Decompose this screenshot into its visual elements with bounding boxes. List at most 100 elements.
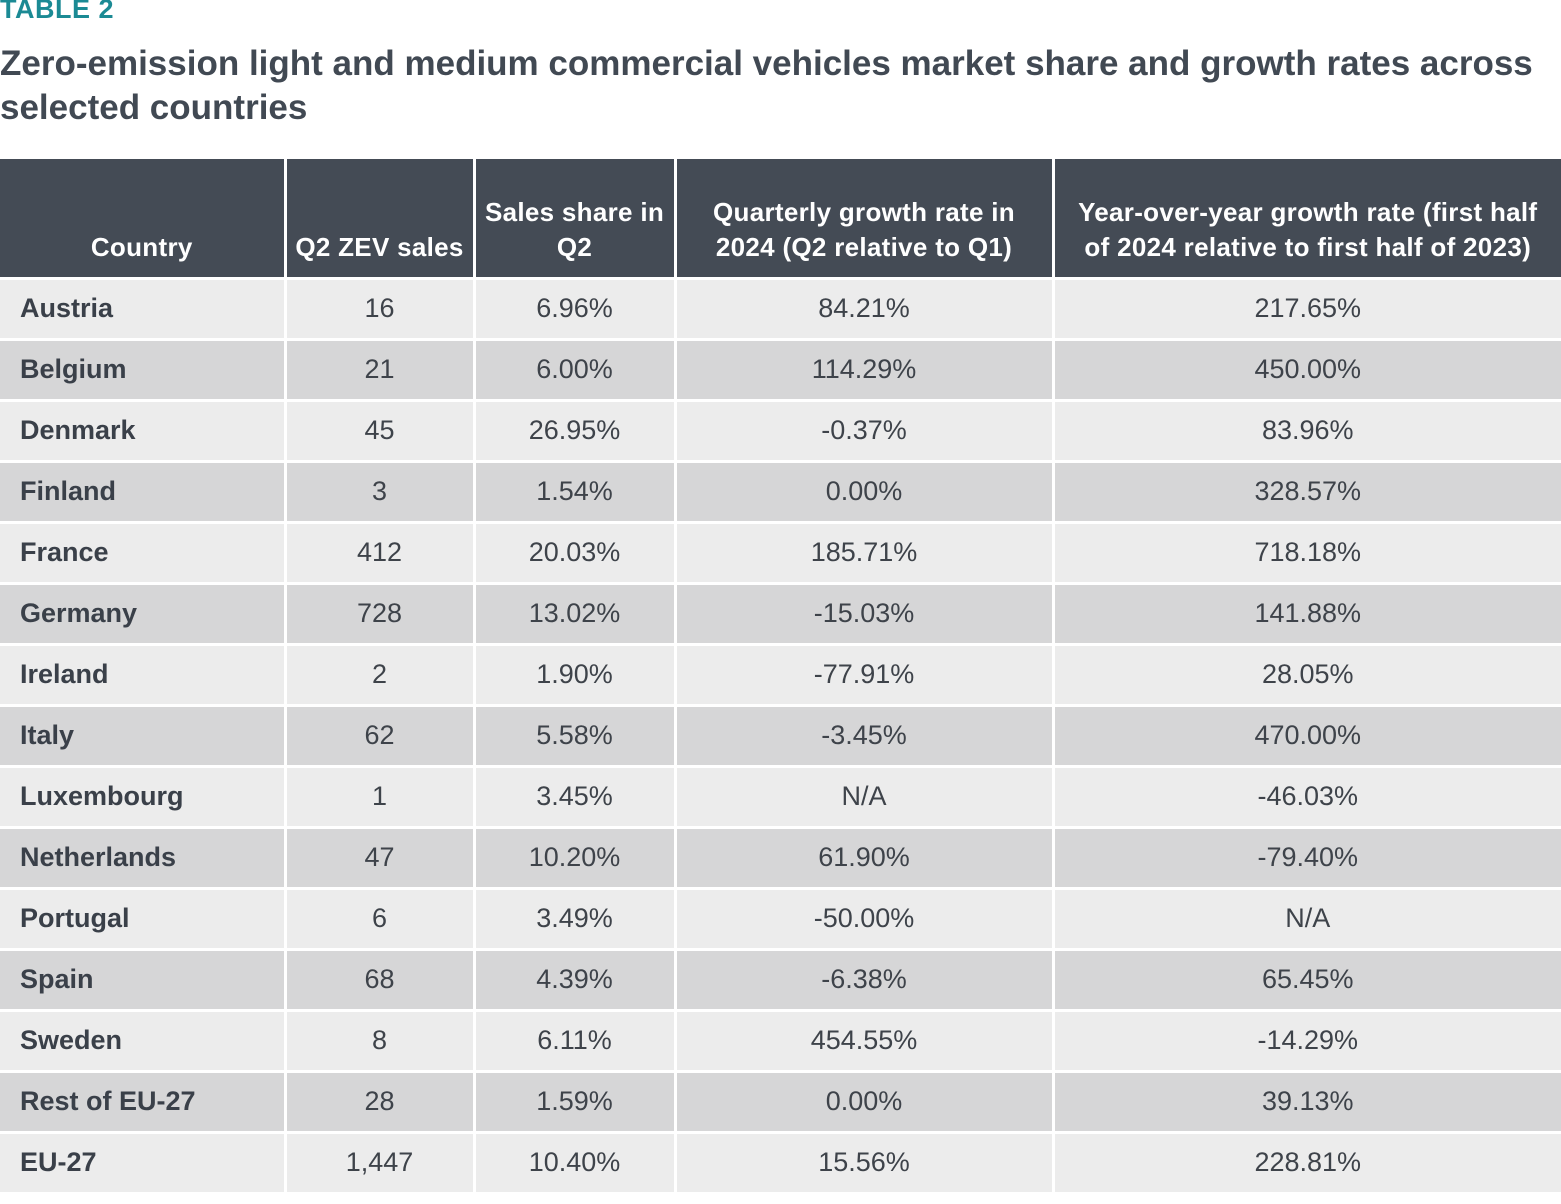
- sales-share-cell: 10.20%: [474, 827, 677, 890]
- table-row: Germany 728 13.02% -15.03% 141.88%: [0, 583, 1561, 646]
- yoy-growth-cell: 228.81%: [1053, 1132, 1561, 1195]
- table-row: France 412 20.03% 185.71% 718.18%: [0, 522, 1561, 585]
- q2-zev-sales-cell: 3: [285, 461, 476, 524]
- yoy-growth-cell: 718.18%: [1053, 522, 1561, 585]
- quarterly-growth-cell: -50.00%: [675, 888, 1055, 951]
- yoy-growth-cell: -46.03%: [1053, 766, 1561, 829]
- country-cell: Belgium: [0, 339, 287, 402]
- yoy-growth-cell: 470.00%: [1053, 705, 1561, 768]
- yoy-growth-cell: 39.13%: [1053, 1071, 1561, 1134]
- header-quarterly-growth: Quarterly growth rate in 2024 (Q2 relati…: [675, 159, 1055, 280]
- quarterly-growth-cell: 0.00%: [675, 461, 1055, 524]
- data-table: Country Q2 ZEV sales Sales share in Q2 Q…: [0, 159, 1561, 1195]
- country-cell: Italy: [0, 705, 287, 768]
- quarterly-growth-cell: 15.56%: [675, 1132, 1055, 1195]
- yoy-growth-cell: 328.57%: [1053, 461, 1561, 524]
- yoy-growth-cell: 28.05%: [1053, 644, 1561, 707]
- q2-zev-sales-cell: 6: [285, 888, 476, 951]
- sales-share-cell: 20.03%: [474, 522, 677, 585]
- quarterly-growth-cell: N/A: [675, 766, 1055, 829]
- yoy-growth-cell: 217.65%: [1053, 278, 1561, 341]
- header-sales-share: Sales share in Q2: [474, 159, 677, 280]
- quarterly-growth-cell: 114.29%: [675, 339, 1055, 402]
- quarterly-growth-cell: -77.91%: [675, 644, 1055, 707]
- quarterly-growth-cell: -6.38%: [675, 949, 1055, 1012]
- country-cell: EU-27: [0, 1132, 287, 1195]
- q2-zev-sales-cell: 62: [285, 705, 476, 768]
- quarterly-growth-cell: -0.37%: [675, 400, 1055, 463]
- q2-zev-sales-cell: 728: [285, 583, 476, 646]
- table-row: Rest of EU-27 28 1.59% 0.00% 39.13%: [0, 1071, 1561, 1134]
- country-cell: Spain: [0, 949, 287, 1012]
- yoy-growth-cell: 450.00%: [1053, 339, 1561, 402]
- country-cell: France: [0, 522, 287, 585]
- country-cell: Germany: [0, 583, 287, 646]
- table-row: EU-27 1,447 10.40% 15.56% 228.81%: [0, 1132, 1561, 1195]
- yoy-growth-cell: 141.88%: [1053, 583, 1561, 646]
- quarterly-growth-cell: 454.55%: [675, 1010, 1055, 1073]
- sales-share-cell: 1.59%: [474, 1071, 677, 1134]
- table-label: TABLE 2: [0, 0, 115, 24]
- country-cell: Finland: [0, 461, 287, 524]
- sales-share-cell: 3.49%: [474, 888, 677, 951]
- quarterly-growth-cell: 185.71%: [675, 522, 1055, 585]
- sales-share-cell: 5.58%: [474, 705, 677, 768]
- yoy-growth-cell: -14.29%: [1053, 1010, 1561, 1073]
- quarterly-growth-cell: -15.03%: [675, 583, 1055, 646]
- q2-zev-sales-cell: 412: [285, 522, 476, 585]
- header-country: Country: [0, 159, 287, 280]
- sales-share-cell: 1.54%: [474, 461, 677, 524]
- table-row: Belgium 21 6.00% 114.29% 450.00%: [0, 339, 1561, 402]
- table-title: Zero-emission light and medium commercia…: [0, 44, 1533, 127]
- header-row: Country Q2 ZEV sales Sales share in Q2 Q…: [0, 159, 1561, 280]
- sales-share-cell: 4.39%: [474, 949, 677, 1012]
- country-cell: Denmark: [0, 400, 287, 463]
- yoy-growth-cell: 65.45%: [1053, 949, 1561, 1012]
- sales-share-cell: 26.95%: [474, 400, 677, 463]
- q2-zev-sales-cell: 47: [285, 827, 476, 890]
- table-row: Italy 62 5.58% -3.45% 470.00%: [0, 705, 1561, 768]
- table-row: Finland 3 1.54% 0.00% 328.57%: [0, 461, 1561, 524]
- table-row: Portugal 6 3.49% -50.00% N/A: [0, 888, 1561, 951]
- q2-zev-sales-cell: 1,447: [285, 1132, 476, 1195]
- country-cell: Netherlands: [0, 827, 287, 890]
- country-cell: Portugal: [0, 888, 287, 951]
- q2-zev-sales-cell: 28: [285, 1071, 476, 1134]
- table-row: Austria 16 6.96% 84.21% 217.65%: [0, 278, 1561, 341]
- country-cell: Ireland: [0, 644, 287, 707]
- country-cell: Austria: [0, 278, 287, 341]
- table-row: Spain 68 4.39% -6.38% 65.45%: [0, 949, 1561, 1012]
- q2-zev-sales-cell: 2: [285, 644, 476, 707]
- header-yoy-growth: Year-over-year growth rate (first half o…: [1053, 159, 1561, 280]
- table-row: Sweden 8 6.11% 454.55% -14.29%: [0, 1010, 1561, 1073]
- sales-share-cell: 6.11%: [474, 1010, 677, 1073]
- q2-zev-sales-cell: 68: [285, 949, 476, 1012]
- country-cell: Rest of EU-27: [0, 1071, 287, 1134]
- q2-zev-sales-cell: 1: [285, 766, 476, 829]
- q2-zev-sales-cell: 21: [285, 339, 476, 402]
- header-q2-zev-sales: Q2 ZEV sales: [285, 159, 476, 280]
- sales-share-cell: 3.45%: [474, 766, 677, 829]
- quarterly-growth-cell: 0.00%: [675, 1071, 1055, 1134]
- table-row: Luxembourg 1 3.45% N/A -46.03%: [0, 766, 1561, 829]
- sales-share-cell: 6.00%: [474, 339, 677, 402]
- sales-share-cell: 13.02%: [474, 583, 677, 646]
- table-row: Ireland 2 1.90% -77.91% 28.05%: [0, 644, 1561, 707]
- country-cell: Sweden: [0, 1010, 287, 1073]
- quarterly-growth-cell: 84.21%: [675, 278, 1055, 341]
- q2-zev-sales-cell: 45: [285, 400, 476, 463]
- table-body: Austria 16 6.96% 84.21% 217.65% Belgium 21 6.00…: [0, 278, 1561, 1195]
- quarterly-growth-cell: -3.45%: [675, 705, 1055, 768]
- table-row: Denmark 45 26.95% -0.37% 83.96%: [0, 400, 1561, 463]
- yoy-growth-cell: -79.40%: [1053, 827, 1561, 890]
- sales-share-cell: 10.40%: [474, 1132, 677, 1195]
- yoy-growth-cell: N/A: [1053, 888, 1561, 951]
- country-cell: Luxembourg: [0, 766, 287, 829]
- q2-zev-sales-cell: 16: [285, 278, 476, 341]
- table-row: Netherlands 47 10.20% 61.90% -79.40%: [0, 827, 1561, 890]
- sales-share-cell: 6.96%: [474, 278, 677, 341]
- quarterly-growth-cell: 61.90%: [675, 827, 1055, 890]
- q2-zev-sales-cell: 8: [285, 1010, 476, 1073]
- sales-share-cell: 1.90%: [474, 644, 677, 707]
- yoy-growth-cell: 83.96%: [1053, 400, 1561, 463]
